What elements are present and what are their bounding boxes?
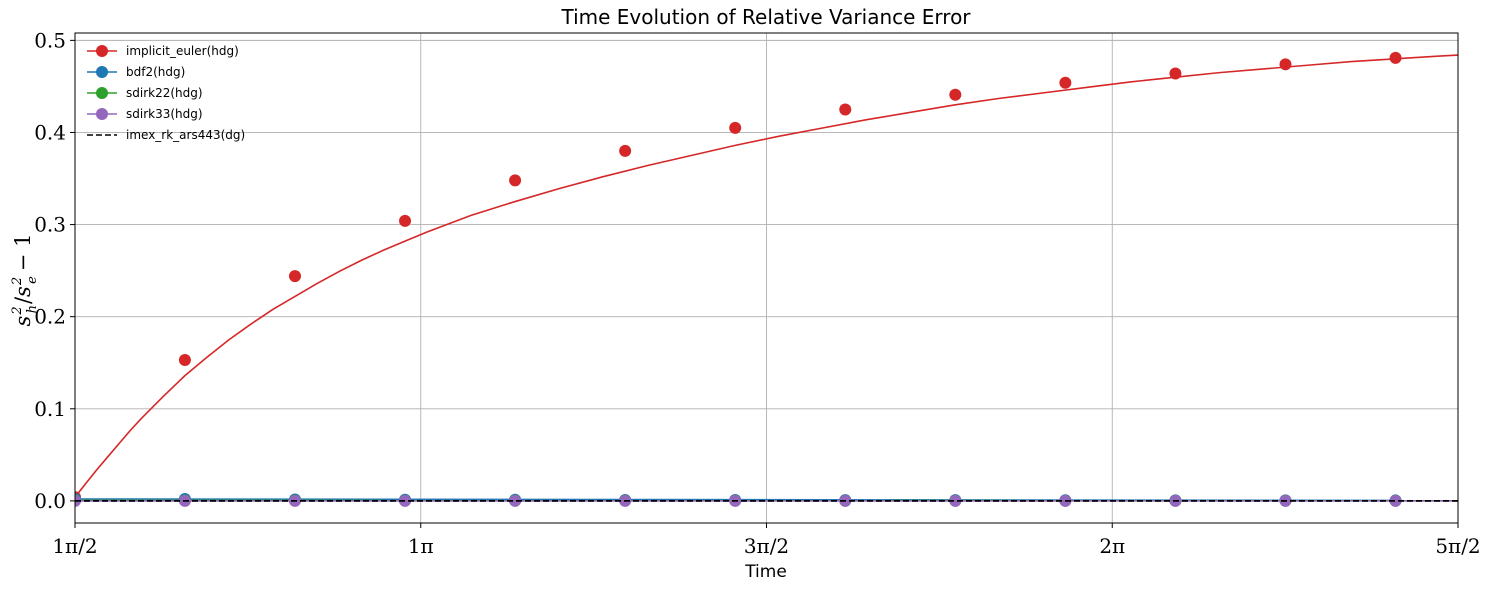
series-marker <box>1279 58 1292 71</box>
x-tick-label: 3π/2 <box>744 534 789 558</box>
x-axis-ticks: 1π/2 1π 3π/2 2π 5π/2 <box>52 523 1481 558</box>
y-axis-label: s2h/s2e− 1 <box>10 234 40 327</box>
y-tick-label: 0.3 <box>34 213 66 237</box>
svg-text:s2h/s2e− 1: s2h/s2e− 1 <box>10 234 40 327</box>
series-marker <box>839 103 852 116</box>
series-marker <box>1059 76 1072 89</box>
x-tick-label: 2π <box>1099 534 1125 558</box>
y-axis-ticks: 0.0 0.1 0.2 0.3 0.4 0.5 <box>34 28 75 513</box>
legend-label: sdirk22(hdg) <box>126 86 203 100</box>
series-marker <box>949 88 962 101</box>
legend-entry: sdirk33(hdg) <box>87 107 203 121</box>
x-tick-label: 1π/2 <box>52 534 97 558</box>
series-marker <box>399 494 412 507</box>
y-tick-label: 0.1 <box>34 397 66 421</box>
legend-label: sdirk33(hdg) <box>126 107 203 121</box>
series-line <box>75 54 1458 498</box>
grid-lines <box>74 33 1459 523</box>
legend-entry: bdf2(hdg) <box>87 65 185 79</box>
y-tick-label: 0.2 <box>34 305 66 329</box>
series-marker <box>729 121 742 134</box>
legend-label: imex_rk_ars443(dg) <box>126 128 245 142</box>
y-label-s-h: s <box>11 315 35 326</box>
x-tick-label: 5π/2 <box>1435 534 1480 558</box>
legend-label: bdf2(hdg) <box>126 65 185 79</box>
y-label-s-e: s <box>11 286 35 297</box>
legend-swatch-marker <box>96 66 108 78</box>
legend-label: implicit_euler(hdg) <box>126 44 239 58</box>
x-axis-label: Time <box>744 562 787 582</box>
series-marker <box>399 214 412 227</box>
legend-entry: imex_rk_ars443(dg) <box>87 128 245 142</box>
y-label-s-e-sup: 2 <box>10 277 25 286</box>
x-tick-label: 1π <box>408 534 434 558</box>
series-marker <box>1389 51 1402 64</box>
legend-swatch-marker <box>96 87 108 99</box>
series-marker <box>619 144 632 157</box>
series-marker <box>509 174 522 187</box>
y-label-slash: / <box>11 296 35 304</box>
series-marker <box>288 270 301 283</box>
legend-entry: sdirk22(hdg) <box>87 86 203 100</box>
legend-swatch-marker <box>96 45 108 57</box>
y-label-s-h-sup: 2 <box>10 306 25 315</box>
legend: implicit_euler(hdg) bdf2(hdg) sdirk22(hdg)… <box>87 44 245 142</box>
series-marker <box>1169 67 1182 80</box>
series-marker <box>178 353 191 366</box>
y-tick-label: 0.5 <box>34 28 66 52</box>
series-marker <box>509 494 522 507</box>
series-marker <box>949 494 962 507</box>
series-marker <box>1389 494 1402 507</box>
legend-entry: implicit_euler(hdg) <box>87 44 239 58</box>
series-0 <box>75 51 1458 504</box>
y-tick-label: 0.4 <box>34 120 66 144</box>
y-label-s-h-sub: h <box>25 305 40 313</box>
legend-swatch-marker <box>96 108 108 120</box>
y-label-s-e-sub: e <box>25 276 40 284</box>
chart-title: Time Evolution of Relative Variance Erro… <box>560 5 971 29</box>
y-label-minus-one: − 1 <box>11 234 35 272</box>
y-tick-label: 0.0 <box>34 489 66 513</box>
plot-series <box>75 51 1458 507</box>
